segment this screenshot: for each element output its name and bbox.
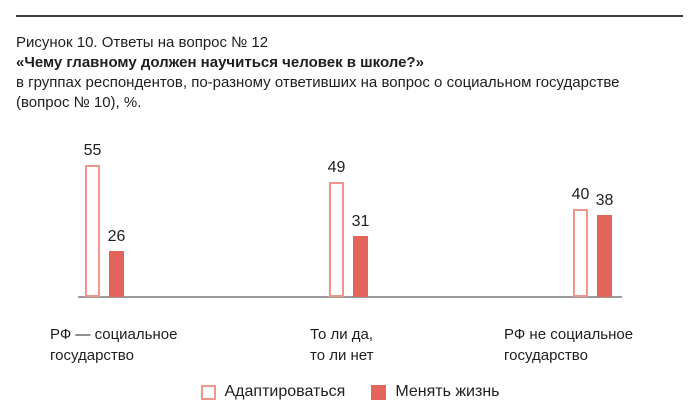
caption-line-4: (вопрос № 10), %.	[16, 94, 142, 111]
legend-item-1: Менять жизнь	[371, 382, 500, 402]
legend-swatch-outlined-icon	[200, 384, 216, 400]
figure-caption: Рисунок 10. Ответы на вопрос № 12 «Чему …	[16, 33, 620, 113]
bar-series-1-group-1	[353, 236, 368, 297]
top-rule	[16, 15, 683, 17]
bar-series-0-group-2	[573, 209, 588, 297]
category-label-line: то ли нет	[310, 347, 374, 364]
legend: Адаптироваться Менять жизнь	[0, 382, 700, 402]
x-axis-line	[78, 296, 622, 298]
bar-series-0-group-1	[329, 182, 344, 297]
caption-line-3: в группах респондентов, по-разному ответ…	[16, 74, 620, 91]
legend-swatch-solid-icon	[371, 384, 387, 400]
bar-value-label: 26	[107, 228, 126, 245]
category-label-line: То ли да,	[310, 326, 374, 343]
bar-value-label: 49	[327, 159, 346, 176]
bar-value-label: 31	[351, 213, 370, 230]
category-label-line: РФ — социальное	[50, 326, 178, 343]
legend-item-0: Адаптироваться	[200, 382, 346, 402]
category-label-2: РФ не социальное государство	[504, 324, 633, 366]
legend-label-0: Адаптироваться	[224, 383, 346, 400]
category-label-line: государство	[504, 347, 588, 364]
category-label-0: РФ — социальное государство	[50, 324, 177, 366]
category-label-line: государство	[50, 347, 134, 364]
category-label-1: То ли да, то ли нет	[310, 324, 374, 366]
category-label-line: РФ не социальное	[504, 326, 634, 343]
bar-series-1-group-2	[597, 215, 612, 297]
legend-label-1: Менять жизнь	[395, 383, 500, 400]
bar-series-1-group-0	[109, 251, 124, 297]
bar-value-label: 40	[571, 186, 590, 203]
bar-series-0-group-0	[85, 165, 100, 297]
bar-value-label: 55	[83, 142, 102, 159]
caption-line-1: Рисунок 10. Ответы на вопрос № 12	[16, 34, 269, 51]
caption-line-2: «Чему главному должен научиться человек …	[16, 54, 424, 71]
bar-value-label: 38	[595, 192, 614, 209]
